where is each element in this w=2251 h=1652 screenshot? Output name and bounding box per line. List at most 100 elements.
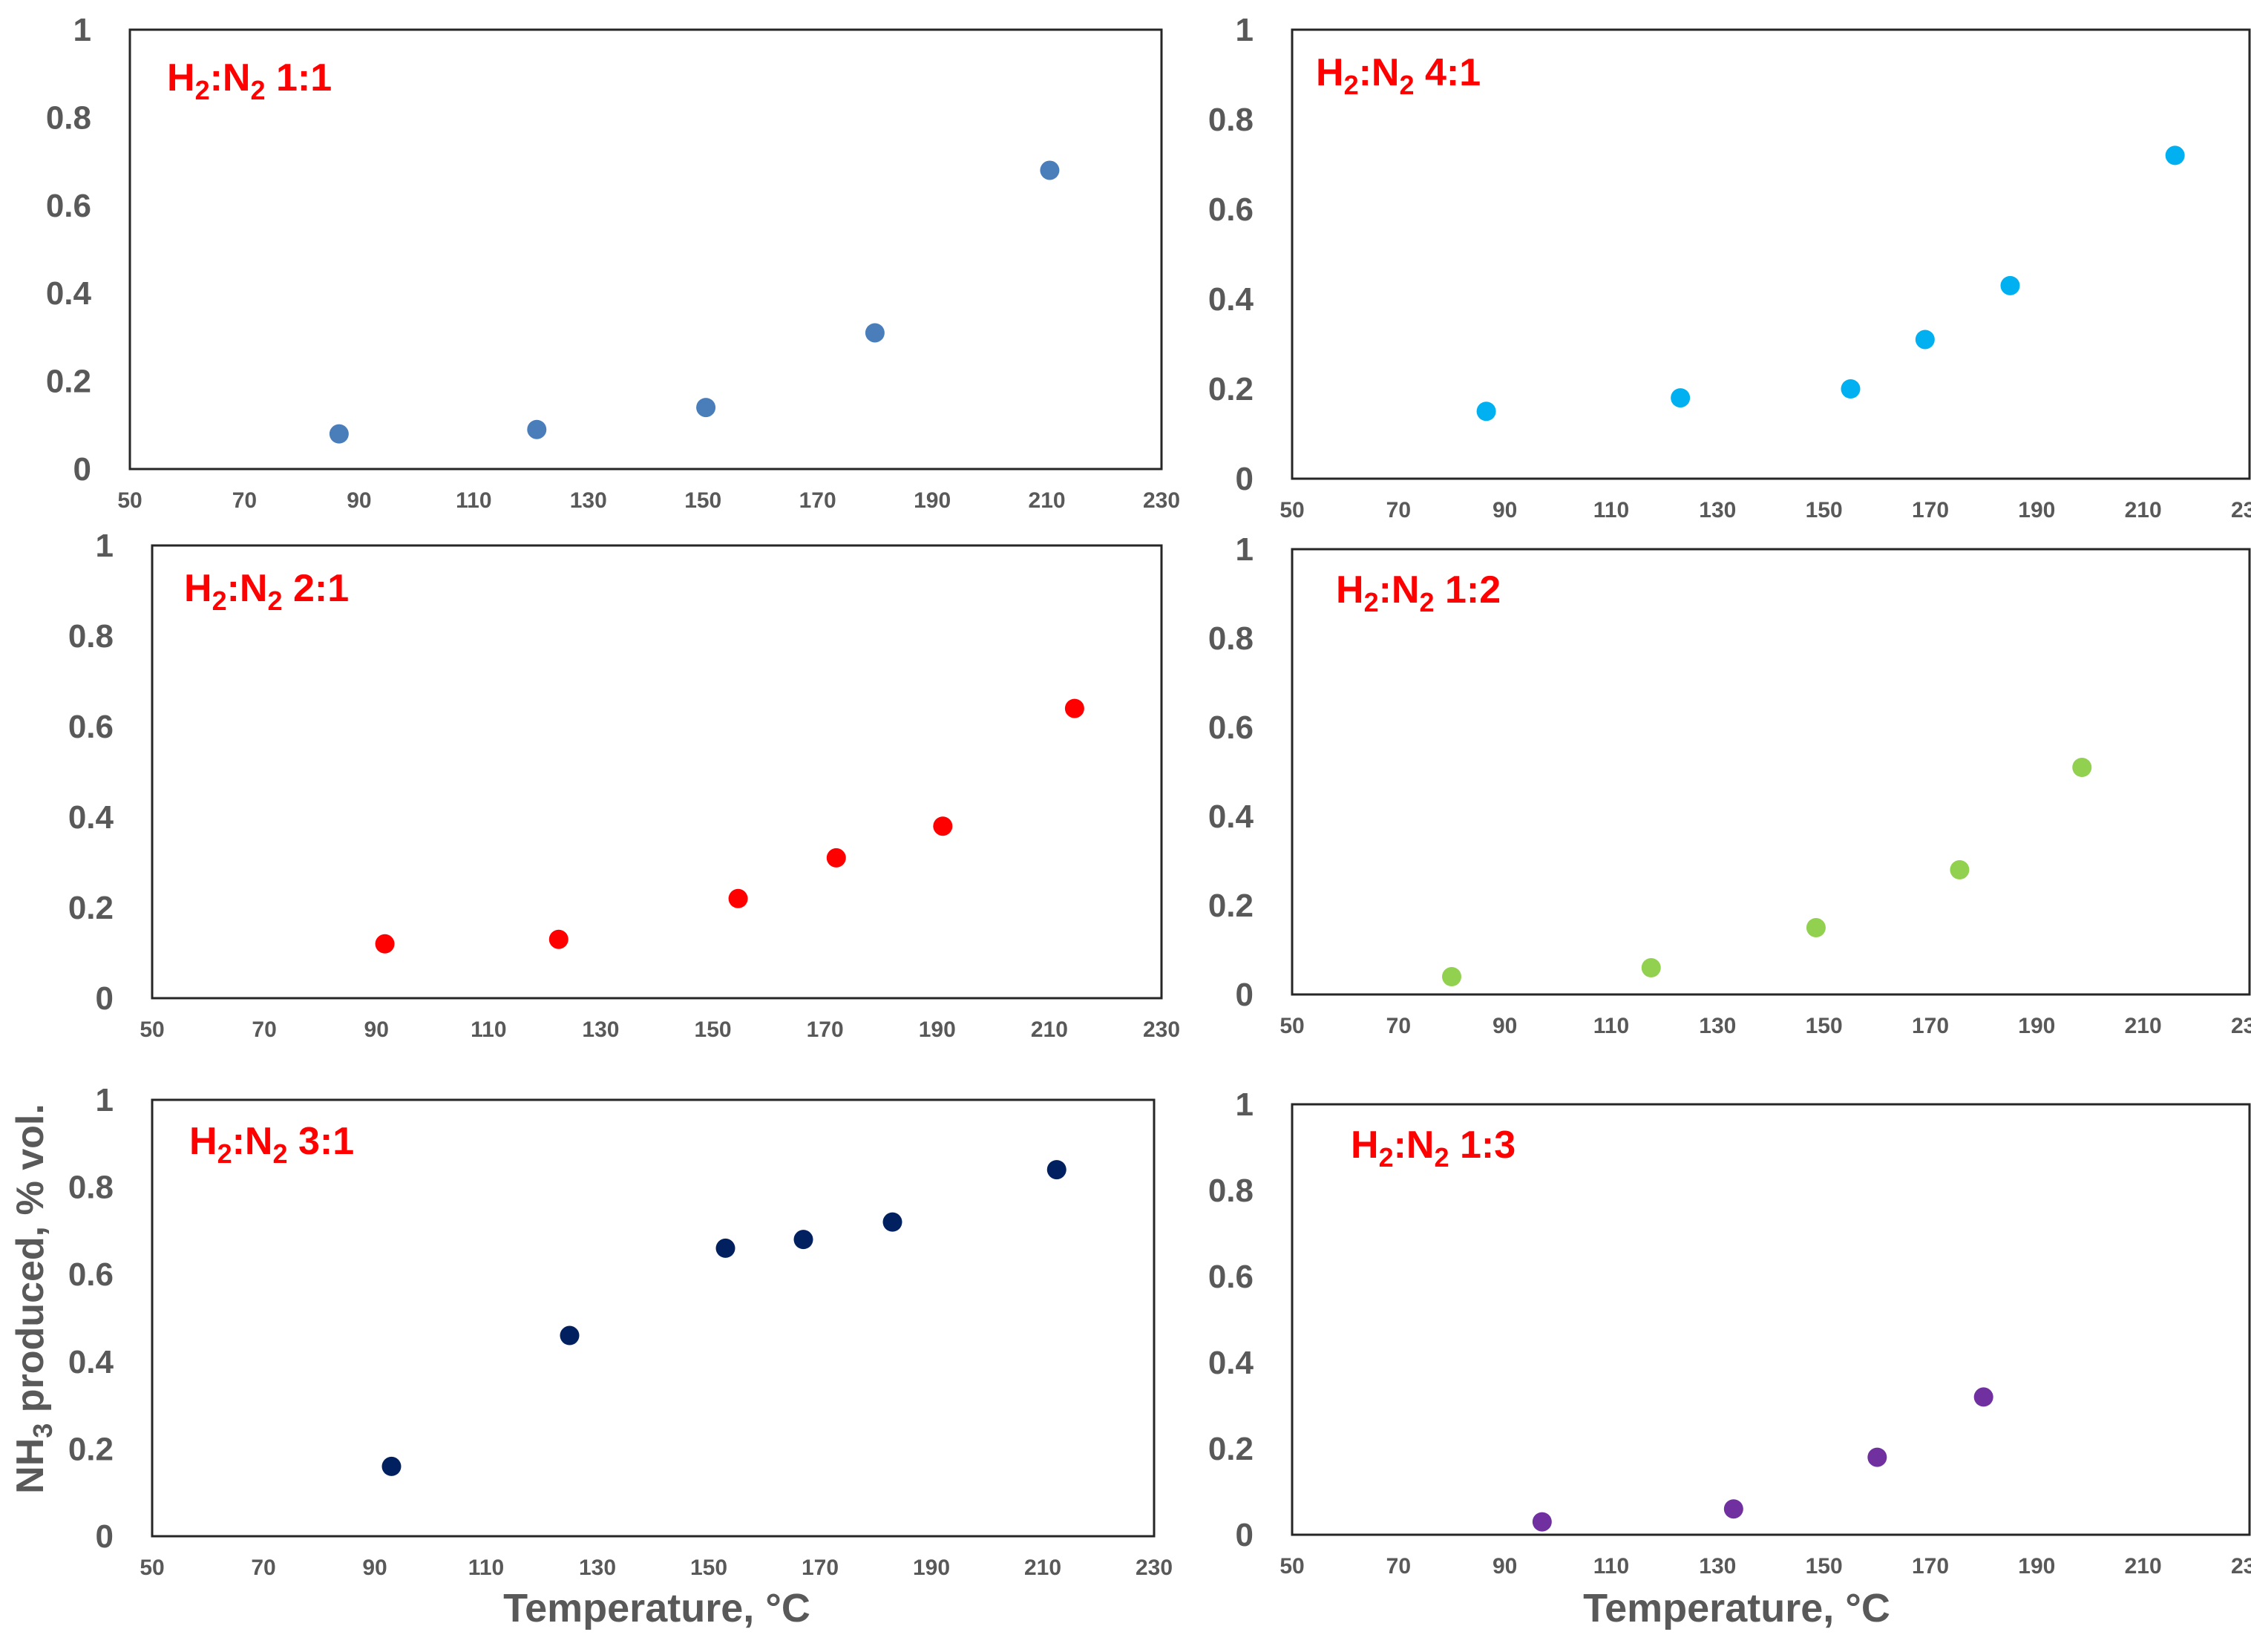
panel-label-part: 2 <box>267 586 282 616</box>
y-tick-label: 0.4 <box>1208 799 1254 835</box>
y-tick-label: 1 <box>1236 12 1254 48</box>
data-point <box>1915 330 1935 350</box>
y-tick-label: 0.2 <box>68 890 114 926</box>
data-point <box>1841 379 1861 399</box>
x-tick-label: 130 <box>582 1017 619 1042</box>
panel-label-part: 2 <box>250 75 265 105</box>
data-point <box>715 1238 735 1258</box>
y-tick-label: 1 <box>73 12 91 48</box>
x-tick-label: 150 <box>684 488 721 513</box>
y-tick-label: 0.8 <box>1208 102 1254 138</box>
y-tick-label: 0 <box>96 980 114 1017</box>
data-point <box>1046 1160 1066 1180</box>
data-point <box>1532 1512 1552 1532</box>
x-tick-label: 170 <box>1912 1014 1949 1038</box>
x-tick-label: 190 <box>2018 498 2055 522</box>
data-point <box>1040 160 1060 180</box>
panel-label-part: N <box>245 1120 273 1163</box>
x-tick-label: 150 <box>690 1556 727 1580</box>
data-point <box>1867 1447 1887 1467</box>
x-tick-label: 210 <box>2125 1014 2162 1038</box>
panel-label-part: 2 <box>1379 1142 1394 1173</box>
y-tick-label: 0.2 <box>1208 1431 1254 1467</box>
data-point <box>1476 401 1496 422</box>
panel-label-part: : <box>1394 1124 1406 1167</box>
x-tick-label: 130 <box>1699 1014 1736 1038</box>
x-tick-label: 110 <box>1593 1014 1629 1038</box>
panel-label-part: : <box>1379 568 1392 612</box>
y-tick-label: 0 <box>1236 977 1254 1013</box>
x-tick-label: 230 <box>1143 488 1180 513</box>
x-tick-label: 50 <box>140 1017 164 1042</box>
x-tick-label: 130 <box>1699 1554 1736 1579</box>
data-point <box>933 816 953 836</box>
y-axis-title-sub: 3 <box>27 1423 58 1438</box>
y-tick-label: 0.8 <box>46 99 91 136</box>
x-tick-label: 170 <box>1912 498 1949 522</box>
data-point <box>2165 145 2185 165</box>
x-tick-label: 70 <box>1386 498 1411 522</box>
panel-label-part: 2 <box>272 1138 287 1169</box>
y-tick-label: 0.6 <box>1208 709 1254 746</box>
x-tick-label: 70 <box>251 1556 275 1580</box>
plot-frame <box>151 544 1163 1000</box>
y-tick-label: 0.4 <box>1208 1345 1254 1381</box>
x-tick-label: 170 <box>799 488 836 513</box>
plot-frame <box>151 1098 1156 1538</box>
x-tick-label: 190 <box>913 1556 950 1580</box>
x-tick-label: 210 <box>1031 1017 1068 1042</box>
y-axis-title-rest: produced, % vol. <box>9 1104 52 1423</box>
panel-label-part: 2 <box>1399 70 1414 100</box>
x-tick-label: 210 <box>1029 488 1066 513</box>
panel-label-part: N <box>1406 1124 1435 1167</box>
x-tick-label: 190 <box>914 488 951 513</box>
x-tick-label: 50 <box>117 488 142 513</box>
chart-panel-1: 50 70 90 110 130 150 170 190 210 230 0 0.2 0.4 0.6 0.8… <box>46 12 1180 513</box>
y-tick-label: 0.4 <box>68 1344 114 1380</box>
panel-label-part: 2 <box>195 75 210 105</box>
y-tick-label: 0.8 <box>68 1170 114 1206</box>
data-point <box>329 424 349 444</box>
x-tick-label: 230 <box>2231 1554 2251 1579</box>
x-tick-label: 190 <box>2018 1554 2055 1579</box>
y-tick-label: 0 <box>1236 461 1254 497</box>
y-tick-label: 0.6 <box>1208 1259 1254 1295</box>
y-tick-label: 0 <box>1236 1517 1254 1553</box>
panel-label-part: 2 <box>212 586 227 616</box>
panel-label-part: : <box>210 56 223 99</box>
data-point <box>1973 1387 1993 1407</box>
x-tick-label: 70 <box>1386 1014 1411 1038</box>
data-point <box>1950 860 1970 879</box>
y-tick-label: 0 <box>96 1518 114 1555</box>
data-point <box>1442 967 1461 986</box>
panel-label-part: 1:2 <box>1435 568 1501 612</box>
x-tick-label: 110 <box>1593 498 1629 522</box>
panel-label-part: 2:1 <box>283 567 350 610</box>
x-tick-label: 130 <box>579 1556 616 1580</box>
y-tick-label: 0.2 <box>1208 888 1254 924</box>
plot-frame <box>1291 548 2251 996</box>
y-tick-label: 0 <box>73 451 91 488</box>
x-tick-label: 230 <box>1136 1556 1173 1580</box>
x-tick-label: 210 <box>2125 498 2162 522</box>
x-tick-label: 190 <box>2018 1014 2055 1038</box>
x-axis-title-right: Temperature, °C <box>1583 1586 1890 1630</box>
panel-label-part: H <box>1336 568 1364 612</box>
panel-label-part: 1:3 <box>1449 1124 1516 1167</box>
y-tick-label: 0.4 <box>68 799 114 836</box>
panel-label-part: H <box>189 1120 217 1163</box>
x-tick-label: 210 <box>2125 1554 2162 1579</box>
y-tick-label: 0.6 <box>68 709 114 745</box>
y-tick-label: 0.4 <box>46 275 92 312</box>
x-tick-label: 110 <box>471 1017 506 1042</box>
plot-frame <box>128 28 1163 471</box>
panel-label-part: : <box>227 567 240 610</box>
panel-label-part: H <box>1316 51 1344 94</box>
panel-label-part: : <box>232 1120 245 1163</box>
y-tick-label: 0.2 <box>68 1431 114 1467</box>
data-point <box>826 848 846 868</box>
x-tick-label: 190 <box>919 1017 956 1042</box>
y-tick-label: 0.2 <box>1208 371 1254 407</box>
panel-label-part: H <box>1351 1124 1379 1167</box>
x-tick-label: 90 <box>362 1556 387 1580</box>
